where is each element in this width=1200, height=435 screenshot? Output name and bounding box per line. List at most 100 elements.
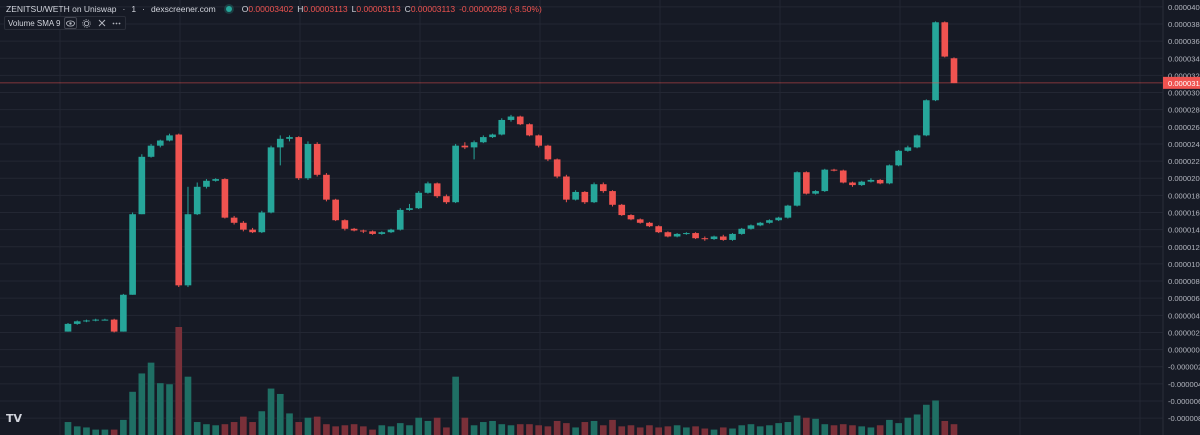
candle-body (83, 320, 90, 322)
volume-bar (516, 424, 524, 435)
candle-body (433, 183, 441, 197)
high-label: H (297, 4, 304, 14)
volume-bar (350, 424, 358, 435)
candle-layer (64, 21, 958, 333)
more-icon[interactable] (111, 18, 122, 28)
close-value: 0.00003113 (410, 4, 456, 14)
volume-bar (766, 425, 773, 435)
candle-body (673, 233, 681, 237)
candle-body (710, 236, 718, 240)
high-value: 0.00003113 (303, 4, 348, 14)
volume-bar (710, 429, 718, 435)
candle-body (793, 172, 801, 206)
candle-body (895, 150, 902, 166)
volume-bar (747, 424, 755, 435)
volume-bar (535, 425, 543, 435)
volume-bar (618, 426, 626, 435)
volume-bar (489, 420, 496, 435)
volume-bar (646, 425, 653, 435)
candle-body (664, 232, 672, 237)
volume-bar (636, 427, 644, 435)
volume-bar (304, 417, 312, 435)
candle-body (581, 191, 589, 203)
candle-body (747, 225, 755, 229)
close-label: C (404, 4, 411, 14)
candle-body (590, 184, 598, 203)
volume-indicator-legend[interactable]: Volume SMA 9 (4, 16, 127, 30)
volume-bar (387, 426, 395, 435)
candle-body (886, 165, 893, 184)
candle-body (470, 142, 478, 148)
volume-bar (92, 429, 100, 435)
volume-bar (396, 423, 404, 435)
interval-label[interactable]: 1 (131, 4, 137, 14)
volume-bar (664, 426, 672, 435)
volume-bar (701, 428, 709, 435)
price-axis-background (1163, 0, 1200, 435)
candle-body (110, 319, 118, 332)
candle-body (212, 179, 219, 181)
volume-layer (64, 327, 958, 435)
candle-body (784, 205, 792, 218)
volume-bar (941, 420, 949, 435)
volume-bar (692, 426, 699, 435)
volume-bar (803, 417, 810, 435)
volume-bar (507, 425, 515, 435)
volume-bar (498, 424, 506, 435)
candle-body (867, 179, 875, 182)
candle-body (360, 230, 367, 232)
candle-body (378, 232, 386, 234)
volume-bar (267, 388, 275, 435)
candle-body (313, 143, 321, 175)
last-price-badge (1163, 76, 1200, 89)
candle-body (276, 138, 284, 148)
gear-icon[interactable] (81, 18, 92, 28)
volume-bar (544, 426, 552, 435)
candle-body (92, 319, 100, 321)
candle-body (692, 233, 699, 239)
candle-body (221, 179, 229, 218)
volume-bar (627, 425, 635, 435)
candle-body (572, 191, 579, 200)
candle-body (332, 199, 339, 221)
candle-body (609, 191, 616, 205)
volume-bar (101, 429, 109, 435)
candle-body (249, 229, 256, 233)
candle-body (230, 217, 238, 223)
close-icon[interactable] (96, 18, 107, 28)
price-tick-label: -0.000004 (1168, 380, 1200, 389)
candle-body (655, 226, 662, 233)
candle-body (424, 183, 432, 193)
volume-bar (775, 423, 782, 435)
volume-bar (895, 423, 902, 435)
candle-body (406, 208, 413, 210)
ohlc-values: O0.00003402 H0.00003113 L0.00003113 C0.0… (242, 4, 542, 14)
candle-body (489, 134, 496, 138)
candle-body (821, 169, 829, 192)
volume-bar (729, 428, 736, 435)
candle-body (922, 100, 930, 136)
eye-icon[interactable] (64, 17, 78, 29)
volume-bar (433, 417, 441, 435)
candle-body (526, 124, 533, 136)
candle-body (766, 220, 773, 223)
candle-body (129, 214, 136, 295)
volume-bar (147, 362, 155, 435)
volume-bar (83, 427, 90, 435)
separator: · (122, 4, 126, 14)
tradingview-logo[interactable]: TV (6, 412, 23, 425)
candle-body (719, 236, 727, 240)
volume-bar (932, 400, 939, 435)
candle-body (544, 145, 552, 160)
candle-body (756, 222, 764, 226)
volume-bar (360, 426, 367, 435)
